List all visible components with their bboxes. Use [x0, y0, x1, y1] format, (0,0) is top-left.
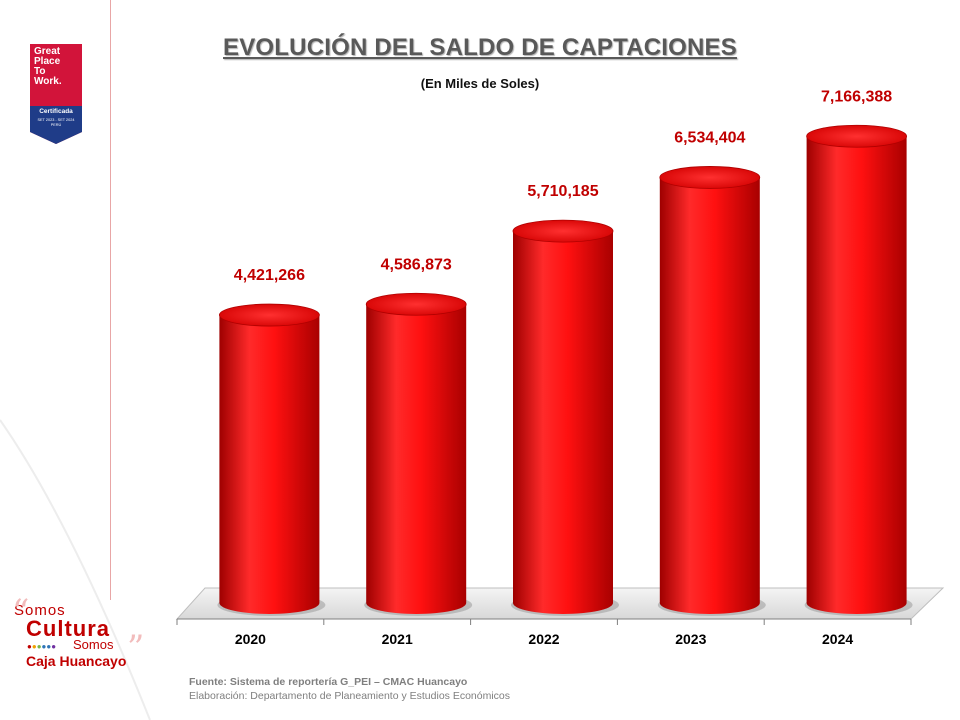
bar-2021	[364, 292, 473, 616]
badge-title: Great Place To Work.	[34, 46, 62, 87]
value-label: 6,534,404	[674, 129, 745, 146]
bar-2022	[511, 219, 619, 616]
value-label: 5,710,185	[527, 183, 598, 200]
chart-title: EVOLUCIÓN DEL SALDO DE CAPTACIONES	[223, 34, 737, 61]
chart-subtitle: (En Miles de Soles)	[420, 76, 540, 91]
footer-source: Fuente: Sistema de reportería G_PEI – CM…	[189, 676, 468, 688]
bar-2023	[657, 166, 766, 616]
brand-dots: ●●●●●●	[27, 642, 57, 651]
sidebar-divider	[110, 0, 111, 600]
brand-somos-bottom: Somos	[73, 637, 114, 652]
value-label: 4,421,266	[234, 267, 305, 284]
category-label: 2023	[675, 631, 706, 647]
close-quote-icon: ”	[127, 628, 145, 668]
badge-certified: Certificada	[39, 108, 73, 115]
value-label: 4,586,873	[381, 256, 452, 273]
footer-prepared-by: Elaboración: Departamento de Planeamient…	[189, 690, 511, 702]
bar-2020	[217, 303, 326, 616]
category-label: 2024	[822, 631, 853, 647]
brand-somos-top: Somos	[14, 602, 66, 619]
great-place-to-work-badge: Great Place To Work. Certificada SET 202…	[30, 44, 82, 144]
category-label: 2020	[235, 631, 266, 647]
open-quote-icon: “	[12, 592, 30, 632]
brand-cultura: Cultura	[26, 616, 110, 641]
category-label: 2022	[528, 631, 559, 647]
category-label: 2021	[382, 631, 413, 647]
value-label: 7,166,388	[821, 88, 892, 105]
bar-2024	[804, 124, 913, 616]
badge-period: SET 2023 - SET 2024 PERÚ	[37, 118, 75, 127]
brand-caja-huancayo: Caja Huancayo	[26, 653, 127, 669]
